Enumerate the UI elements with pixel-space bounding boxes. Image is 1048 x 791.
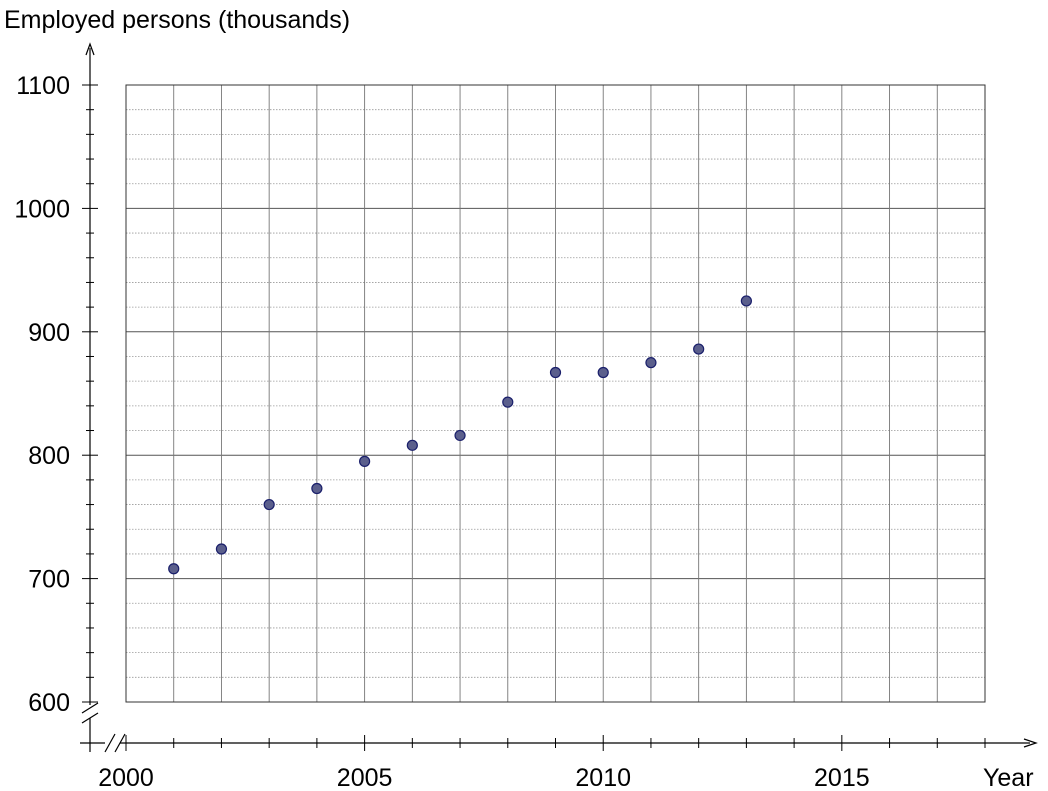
data-point (454, 429, 466, 442)
x-tick-label: 2010 (575, 764, 631, 791)
data-point (645, 357, 657, 369)
plot-border (125, 84, 986, 703)
data-point (502, 396, 514, 408)
x-tick-label: 2005 (337, 764, 393, 791)
x-tick-label: 2000 (98, 764, 154, 791)
y-tick-label: 600 (28, 689, 70, 717)
y-tick-label: 800 (28, 442, 70, 470)
data-point (215, 543, 228, 555)
ticks (82, 84, 986, 751)
data-point (549, 366, 562, 379)
x-tick-label: 2015 (814, 764, 870, 791)
x-axis-break (104, 733, 116, 753)
y-axis-break (81, 702, 99, 714)
data-point (168, 563, 180, 575)
data-point (693, 343, 705, 355)
axes (80, 42, 1038, 753)
data-points (168, 295, 752, 575)
y-axis-arrow (85, 42, 95, 56)
y-tick-label: 1000 (14, 195, 70, 223)
y-tick-label: 700 (28, 566, 70, 594)
y-tick-label: 900 (28, 319, 70, 347)
x-axis-arrow (1023, 738, 1038, 748)
data-point (740, 295, 752, 307)
data-point (263, 498, 275, 511)
data-point (359, 455, 371, 467)
grid-major (125, 84, 986, 703)
data-point (311, 482, 323, 495)
data-point (597, 366, 609, 379)
x-axis-title: Year (983, 764, 1034, 791)
y-axis-title: Employed persons (thousands) (4, 6, 350, 34)
data-point (406, 439, 418, 451)
tick-labels: 600 700 800 900 1000 1100 2000 2005 2010 2015 (14, 72, 869, 791)
y-tick-label: 1100 (16, 72, 70, 100)
